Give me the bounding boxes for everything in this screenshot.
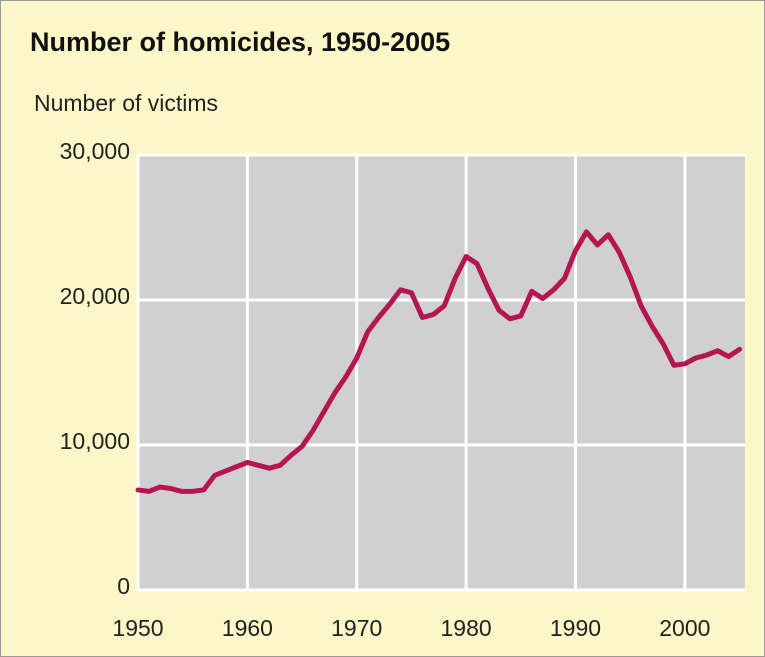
plot-area — [138, 155, 745, 590]
y-tick-label: 30,000 — [60, 138, 130, 164]
y-tick-label: 0 — [117, 573, 130, 599]
y-tick-label: 10,000 — [60, 428, 130, 454]
data-line — [135, 229, 743, 494]
x-tick-label: 1980 — [441, 615, 492, 641]
y-tick-label: 20,000 — [60, 283, 130, 309]
x-tick-label: 1950 — [112, 615, 163, 641]
x-tick-label: 1960 — [222, 615, 273, 641]
chart-title: Number of homicides, 1950-2005 — [30, 27, 450, 57]
x-tick-label: 1970 — [331, 615, 382, 641]
y-axis-label: Number of victims — [34, 90, 218, 116]
x-tick-label: 2000 — [659, 615, 710, 641]
x-tick-label: 1990 — [550, 615, 601, 641]
